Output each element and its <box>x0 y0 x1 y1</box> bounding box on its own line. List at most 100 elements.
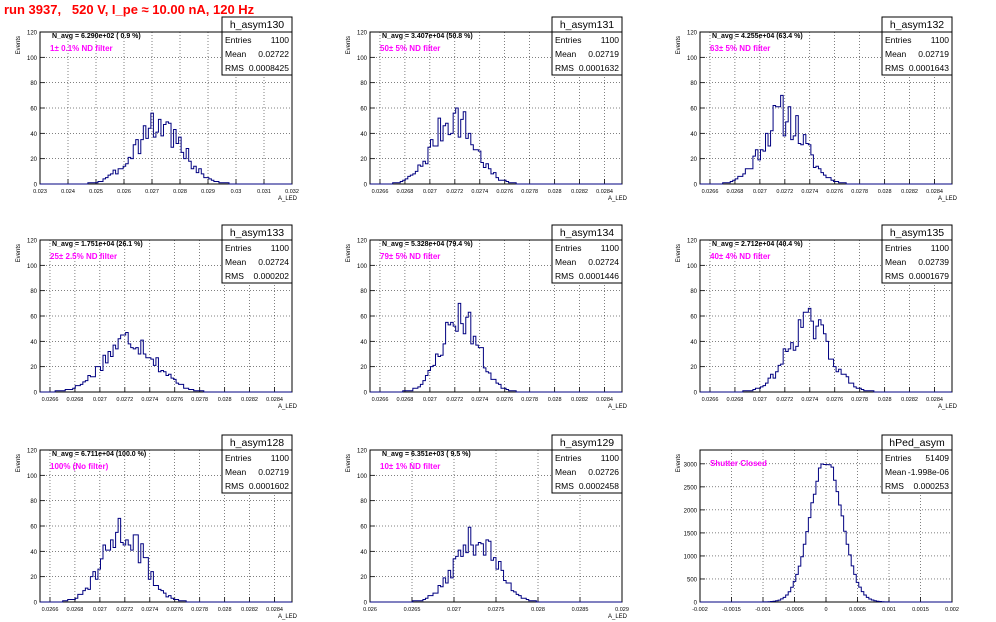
run-header: run 3937, 520 V, I_pe ≈ 10.00 nA, 120 Hz <box>4 2 255 17</box>
x-tick-label: 0.0272 <box>116 397 133 403</box>
histogram-line <box>40 331 292 393</box>
stats-rms-value: 0.000202 <box>254 271 290 281</box>
x-tick-label: 0.0005 <box>849 607 866 613</box>
y-tick-label: 500 <box>687 577 698 583</box>
x-tick-label: 0.0274 <box>471 189 488 195</box>
y-tick-label: 100 <box>27 474 38 480</box>
stats-mean-value: 0.02726 <box>588 467 619 477</box>
y-tick-label: 80 <box>690 81 697 87</box>
stats-entries-label: Entries <box>885 453 911 463</box>
navg-label: N_avg = 6.290e+02 ( 0.9 %) <box>52 33 141 40</box>
x-tick-label: 0.032 <box>285 189 299 195</box>
y-tick-label: 100 <box>357 264 368 270</box>
stats-mean-value: -1.998e-06 <box>908 467 949 477</box>
x-tick-label: 0.0268 <box>67 607 84 613</box>
x-tick-label: 0.027 <box>753 189 767 195</box>
y-tick-label: 20 <box>360 157 367 163</box>
x-axis-title: A_LED <box>608 614 628 620</box>
stats-box <box>221 434 293 494</box>
stats-box <box>551 16 623 76</box>
y-tick-label: 120 <box>357 239 368 245</box>
stats-mean-value: 0.02719 <box>588 49 619 59</box>
filter-label: 40± 4% ND filter <box>710 252 770 261</box>
stats-mean-value: 0.02724 <box>588 257 619 267</box>
stats-box <box>221 16 293 76</box>
y-tick-label: 60 <box>30 525 37 531</box>
y-tick-label: 40 <box>690 340 697 346</box>
stats-box <box>551 224 623 284</box>
x-axis-title: A_LED <box>278 404 298 410</box>
x-tick-label: 0.028 <box>878 397 892 403</box>
x-tick-label: 0.03 <box>231 189 242 195</box>
stats-entries-value: 51409 <box>925 453 949 463</box>
stats-rms-value: 0.000253 <box>914 481 950 491</box>
stats-mean-label: Mean <box>225 49 247 59</box>
x-tick-label: 0.0282 <box>241 607 258 613</box>
stats-title: h_asym130 <box>230 19 284 31</box>
y-tick-label: 2000 <box>684 508 698 514</box>
x-tick-label: 0.0274 <box>141 607 158 613</box>
x-tick-label: 0.0274 <box>801 397 818 403</box>
y-tick-label: 40 <box>690 132 697 138</box>
y-tick-label: 80 <box>690 289 697 295</box>
y-axis-title: Events <box>16 454 22 472</box>
x-axis-title: A_LED <box>608 196 628 202</box>
y-tick-label: 100 <box>687 264 698 270</box>
x-tick-label: 0.027 <box>93 607 107 613</box>
x-tick-label: 0.0278 <box>851 397 868 403</box>
y-axis-title: Events <box>346 36 352 54</box>
y-tick-label: 2500 <box>684 485 698 491</box>
x-tick-label: 0.0276 <box>826 189 843 195</box>
x-tick-label: 0.0284 <box>266 607 283 613</box>
stats-title: h_asym133 <box>230 227 284 239</box>
stats-title: hPed_asym <box>889 437 945 449</box>
stats-mean-value: 0.02724 <box>258 257 289 267</box>
x-tick-label: 0.0266 <box>42 397 59 403</box>
x-tick-label: 0.0278 <box>521 189 538 195</box>
x-tick-label: 0.0276 <box>496 189 513 195</box>
stats-entries-label: Entries <box>225 35 251 45</box>
x-tick-label: 0.024 <box>61 189 75 195</box>
x-axis-title: A_LED <box>278 196 298 202</box>
x-tick-label: 0 <box>824 607 827 613</box>
stats-rms-value: 0.0001632 <box>579 63 619 73</box>
filter-label: 100% (No filter) <box>50 462 109 471</box>
x-tick-label: 0.0268 <box>67 397 84 403</box>
x-tick-label: 0.0268 <box>727 397 744 403</box>
stats-title: h_asym131 <box>560 19 614 31</box>
stats-entries-label: Entries <box>885 243 911 253</box>
navg-label: N_avg = 6.351e+03 ( 9.5 %) <box>382 451 471 458</box>
x-tick-label: 0.0284 <box>926 189 943 195</box>
navg-label: N_avg = 1.751e+04 (26.1 %) <box>52 241 143 248</box>
x-tick-label: 0.0274 <box>471 397 488 403</box>
stats-entries-value: 1100 <box>601 35 620 45</box>
y-tick-label: 0 <box>34 183 38 189</box>
y-tick-label: 20 <box>360 365 367 371</box>
y-tick-label: 100 <box>27 264 38 270</box>
y-tick-label: 60 <box>360 525 367 531</box>
navg-label: N_avg = 5.328e+04 (79.4 %) <box>382 241 473 248</box>
x-tick-label: 0.0266 <box>372 189 389 195</box>
stats-mean-label: Mean <box>555 49 577 59</box>
x-tick-label: 0.0268 <box>727 189 744 195</box>
y-axis-title: Events <box>16 36 22 54</box>
y-tick-label: 0 <box>694 183 698 189</box>
x-tick-label: -0.0005 <box>785 607 804 613</box>
y-tick-label: 0 <box>34 601 38 607</box>
histogram-line <box>40 517 292 603</box>
y-tick-label: 100 <box>27 56 38 62</box>
y-tick-label: 120 <box>27 31 38 37</box>
x-tick-label: 0.0284 <box>596 189 613 195</box>
x-tick-label: 0.0266 <box>42 607 59 613</box>
y-tick-label: 20 <box>690 365 697 371</box>
y-tick-label: 100 <box>357 56 368 62</box>
y-tick-label: 40 <box>360 132 367 138</box>
x-tick-label: 0.0282 <box>901 189 918 195</box>
y-axis-title: Events <box>16 244 22 262</box>
stats-box <box>881 434 953 494</box>
x-tick-label: 0.0272 <box>776 397 793 403</box>
stats-mean-value: 0.02739 <box>918 257 949 267</box>
x-tick-label: 0.0282 <box>571 189 588 195</box>
y-tick-label: 120 <box>27 239 38 245</box>
